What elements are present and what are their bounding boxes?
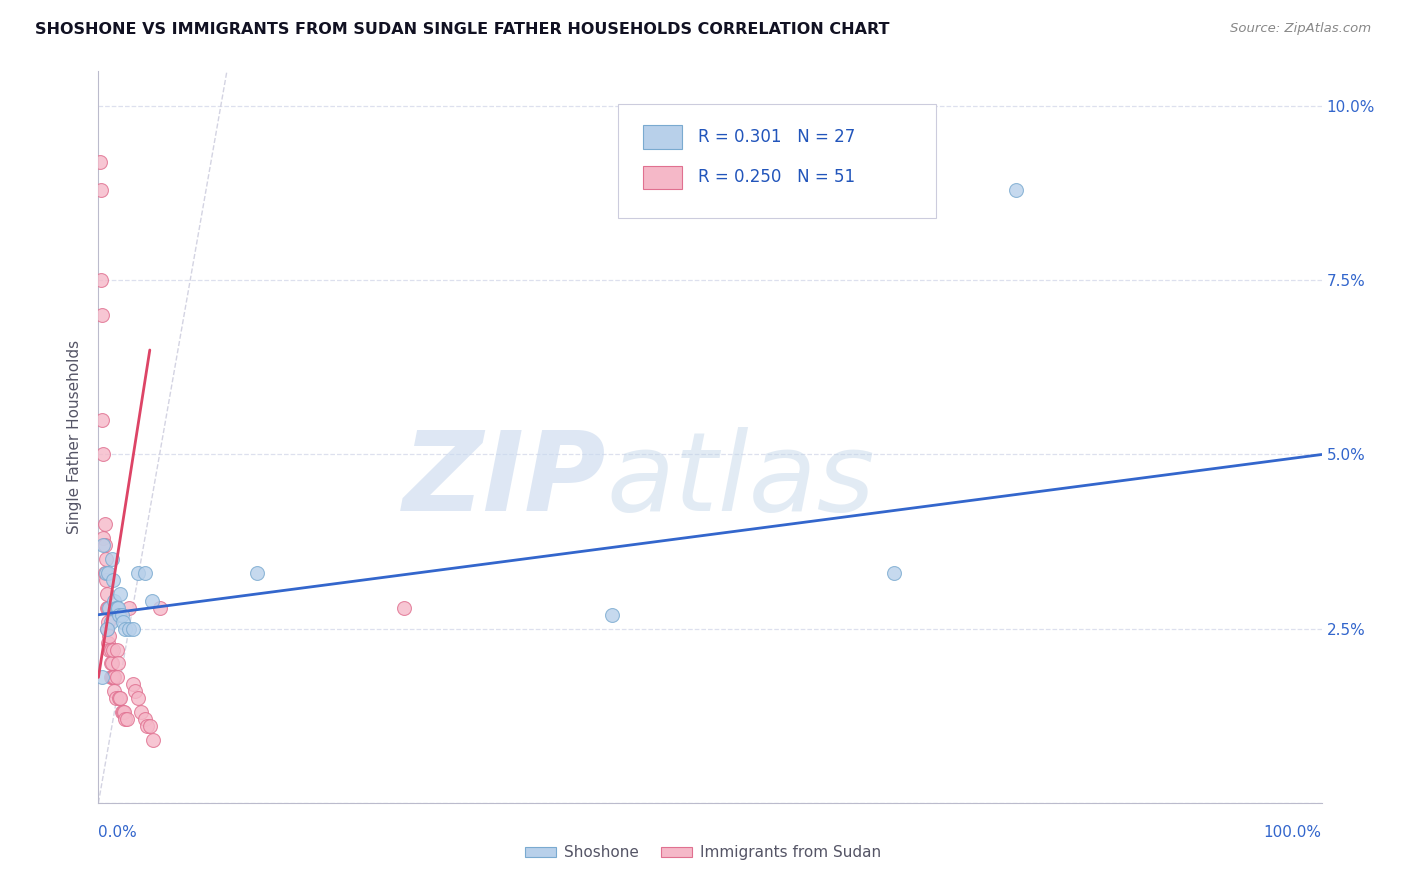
Y-axis label: Single Father Households: Single Father Households <box>67 340 83 534</box>
Point <box>246 566 269 580</box>
Point <box>103 594 125 608</box>
Point <box>96 587 118 601</box>
Point <box>111 705 134 719</box>
Point <box>91 448 114 462</box>
Point <box>91 531 114 545</box>
Point <box>105 600 128 615</box>
Point <box>96 600 118 615</box>
Point <box>149 600 172 615</box>
Point <box>101 642 124 657</box>
Point <box>111 615 134 629</box>
Point <box>89 155 111 169</box>
Point <box>97 635 120 649</box>
Point <box>103 684 125 698</box>
Point <box>90 183 112 197</box>
Point <box>101 573 124 587</box>
Point <box>104 691 127 706</box>
Point <box>101 670 124 684</box>
Point <box>91 670 114 684</box>
Text: atlas: atlas <box>606 427 875 534</box>
Point <box>121 677 143 691</box>
Point <box>98 600 121 615</box>
Point <box>112 705 135 719</box>
FancyBboxPatch shape <box>619 104 936 218</box>
Point <box>97 566 120 580</box>
Point <box>101 670 124 684</box>
Point <box>108 607 131 622</box>
Point <box>114 712 136 726</box>
Point <box>105 642 128 657</box>
Point <box>136 719 159 733</box>
Point <box>110 587 132 601</box>
Point <box>96 622 118 636</box>
Point <box>883 566 905 580</box>
Point <box>111 607 134 622</box>
Point <box>107 657 129 671</box>
Text: 100.0%: 100.0% <box>1264 825 1322 840</box>
Point <box>96 622 118 636</box>
Point <box>115 712 138 726</box>
Point <box>105 670 128 684</box>
Point <box>91 412 114 426</box>
FancyBboxPatch shape <box>643 166 682 189</box>
Point <box>142 733 165 747</box>
Point <box>121 622 143 636</box>
Point <box>103 670 125 684</box>
Point <box>392 600 416 615</box>
Point <box>111 705 134 719</box>
Point <box>98 642 121 657</box>
Point <box>97 600 120 615</box>
Text: 0.0%: 0.0% <box>98 825 138 840</box>
Point <box>98 629 121 643</box>
Point <box>91 308 114 322</box>
Point <box>127 691 149 706</box>
Point <box>91 538 114 552</box>
Point <box>94 566 117 580</box>
Point <box>100 615 122 629</box>
Point <box>93 566 115 580</box>
Point <box>110 691 132 706</box>
Point <box>134 566 156 580</box>
Point <box>93 517 115 532</box>
Point <box>100 657 122 671</box>
Text: R = 0.301   N = 27: R = 0.301 N = 27 <box>697 128 855 146</box>
Point <box>1004 183 1026 197</box>
Text: SHOSHONE VS IMMIGRANTS FROM SUDAN SINGLE FATHER HOUSEHOLDS CORRELATION CHART: SHOSHONE VS IMMIGRANTS FROM SUDAN SINGLE… <box>35 22 890 37</box>
Point <box>100 670 122 684</box>
Point <box>124 684 146 698</box>
Legend: Shoshone, Immigrants from Sudan: Shoshone, Immigrants from Sudan <box>519 839 887 866</box>
Point <box>93 538 115 552</box>
Point <box>118 600 141 615</box>
Text: Source: ZipAtlas.com: Source: ZipAtlas.com <box>1230 22 1371 36</box>
Point <box>127 566 149 580</box>
Point <box>139 719 162 733</box>
Point <box>141 594 163 608</box>
FancyBboxPatch shape <box>643 126 682 149</box>
Point <box>600 607 623 622</box>
Point <box>101 552 124 566</box>
Point <box>104 600 127 615</box>
Point <box>134 712 156 726</box>
Point <box>108 691 131 706</box>
Point <box>107 600 129 615</box>
Point <box>114 622 136 636</box>
Point <box>94 552 117 566</box>
Point <box>90 273 112 287</box>
Point <box>100 642 122 657</box>
Point <box>101 657 124 671</box>
Text: ZIP: ZIP <box>402 427 606 534</box>
Point <box>118 622 141 636</box>
Point <box>94 573 117 587</box>
Point <box>129 705 152 719</box>
Point <box>97 615 120 629</box>
Text: R = 0.250   N = 51: R = 0.250 N = 51 <box>697 169 855 186</box>
